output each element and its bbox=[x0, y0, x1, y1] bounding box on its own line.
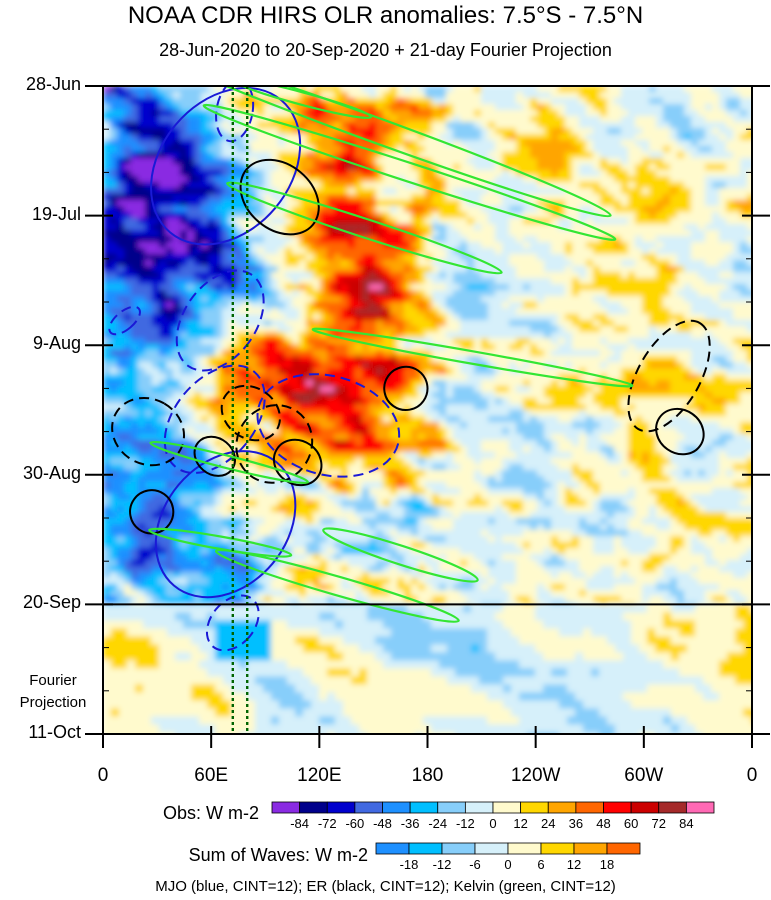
y-tick-label: 9-Aug bbox=[32, 333, 81, 354]
y-tick-label: 20-Sep bbox=[22, 592, 81, 613]
waves-colorbar-level-label: 6 bbox=[537, 857, 544, 872]
obs-colorbar-level-label: -48 bbox=[373, 816, 392, 831]
obs-colorbar-level-label: 48 bbox=[596, 816, 610, 831]
contour-kelvin-negative-22 bbox=[149, 440, 310, 485]
contour-kelvin-negative-23 bbox=[214, 548, 460, 623]
obs-colorbar-level-label: 60 bbox=[624, 816, 638, 831]
waves-colorbar-swatch bbox=[441, 842, 476, 855]
contour-er-positive-17 bbox=[627, 319, 711, 433]
obs-colorbar-level-label: 36 bbox=[569, 816, 583, 831]
x-tick-label: 0 bbox=[746, 765, 758, 786]
y-tick-label: 19-Jul bbox=[31, 203, 81, 224]
obs-colorbar-level-label: 24 bbox=[541, 816, 555, 831]
contour-kelvin-negative-21 bbox=[311, 327, 634, 388]
obs-colorbar-swatch bbox=[299, 801, 328, 814]
waves-colorbar-swatch bbox=[507, 842, 542, 855]
contour-kelvin-negative-24 bbox=[322, 527, 479, 583]
y-tick-label: 30-Aug bbox=[22, 462, 81, 483]
contour-mjo-positive-5 bbox=[256, 373, 401, 478]
waves-colorbar-level-label: -18 bbox=[400, 857, 419, 872]
obs-colorbar-label: Obs: W m-2 bbox=[162, 803, 259, 823]
contour-kelvin-negative-18 bbox=[135, 86, 612, 218]
obs-colorbar-level-label: -24 bbox=[428, 816, 447, 831]
chart-title: NOAA CDR HIRS OLR anomalies: 7.5°S - 7.5… bbox=[127, 2, 644, 29]
obs-colorbar-level-label: -84 bbox=[290, 816, 309, 831]
contour-er-positive-15 bbox=[235, 404, 314, 484]
obs-colorbar-level-label: -60 bbox=[345, 816, 364, 831]
obs-colorbar-level-label: 0 bbox=[489, 816, 496, 831]
wave-contours bbox=[108, 86, 711, 652]
contour-kelvin-negative-26 bbox=[230, 86, 373, 120]
obs-colorbar-swatch bbox=[520, 801, 549, 814]
waves-colorbar-level-label: -12 bbox=[433, 857, 452, 872]
contour-er-positive-16 bbox=[220, 384, 281, 442]
x-tick-label: 60E bbox=[194, 765, 229, 786]
obs-colorbar-swatch bbox=[603, 801, 632, 814]
x-tick-label: 60W bbox=[624, 765, 664, 786]
obs-colorbar-level-label: -72 bbox=[318, 816, 337, 831]
obs-colorbar-swatch bbox=[658, 801, 687, 814]
obs-colorbar-level-label: -12 bbox=[456, 816, 475, 831]
plot-axes bbox=[85, 85, 770, 748]
obs-colorbar-level-label: 72 bbox=[652, 816, 666, 831]
contour-er-negative-8 bbox=[239, 158, 320, 236]
waves-colorbar-swatch bbox=[573, 842, 608, 855]
waves-colorbar-label: Sum of Waves: W m-2 bbox=[188, 845, 368, 865]
contour-mjo-positive-7 bbox=[108, 305, 141, 336]
waves-colorbar-swatch bbox=[540, 842, 575, 855]
obs-colorbar-swatch bbox=[492, 801, 522, 814]
wave-legend-note: MJO (blue, CINT=12); ER (black, CINT=12)… bbox=[155, 878, 616, 895]
y-tick-label: 11-Oct bbox=[28, 722, 81, 742]
contour-mjo-positive-4 bbox=[163, 364, 266, 474]
obs-colorbar-swatch bbox=[409, 801, 439, 814]
contour-kelvin-negative-25 bbox=[148, 527, 293, 558]
obs-colorbar-swatch bbox=[685, 801, 715, 814]
obs-colorbar-swatch bbox=[354, 801, 383, 814]
reference-longitudes bbox=[231, 86, 249, 734]
contour-mjo-positive-3 bbox=[175, 269, 265, 372]
waves-colorbar-swatch bbox=[408, 842, 443, 855]
olr-anomaly-field bbox=[103, 86, 752, 734]
obs-colorbar-swatch bbox=[630, 801, 660, 814]
x-tick-label: 0 bbox=[97, 765, 109, 786]
contour-kelvin-negative-20 bbox=[226, 181, 503, 275]
contour-er-positive-14 bbox=[111, 396, 186, 467]
field-texture bbox=[103, 86, 752, 734]
contour-er-negative-9 bbox=[383, 365, 429, 412]
x-tick-label: 180 bbox=[411, 765, 444, 786]
obs-colorbar-level-label: 12 bbox=[513, 816, 527, 831]
obs-colorbar-level-label: -36 bbox=[401, 816, 420, 831]
waves-colorbar-level-label: -6 bbox=[469, 857, 481, 872]
contour-er-negative-11 bbox=[129, 489, 175, 535]
waves-colorbar-level-label: 12 bbox=[567, 857, 581, 872]
x-tick-label: 120W bbox=[510, 765, 561, 786]
obs-colorbar-swatch bbox=[547, 801, 577, 814]
x-tick-label: 120E bbox=[297, 765, 342, 786]
obs-colorbar-swatch bbox=[575, 801, 604, 814]
waves-colorbar-level-label: 18 bbox=[600, 857, 614, 872]
obs-colorbar-swatch bbox=[464, 801, 494, 814]
contour-kelvin-negative-19 bbox=[202, 103, 617, 241]
waves-colorbar-level-label: 0 bbox=[504, 857, 511, 872]
obs-colorbar-swatch bbox=[437, 801, 466, 814]
contour-er-negative-10 bbox=[655, 407, 705, 456]
obs-colorbar-swatch bbox=[326, 801, 356, 814]
contour-mjo-positive-6 bbox=[205, 594, 260, 652]
y-tick-label: 28-Jun bbox=[25, 74, 81, 94]
contour-mjo-negative-1 bbox=[154, 450, 297, 599]
obs-colorbar-swatch bbox=[382, 801, 411, 814]
obs-colorbar-swatch bbox=[271, 801, 301, 814]
fourier-projection-label: Fourier Projection bbox=[19, 672, 87, 711]
colorbars: -84 -72 -60 -48 -36 -24 -12 0 12 24 36 48 60 72 84-18-… bbox=[271, 801, 715, 872]
waves-colorbar-swatch bbox=[474, 842, 509, 855]
waves-colorbar-swatch bbox=[606, 842, 641, 855]
obs-colorbar-level-label: 84 bbox=[679, 816, 693, 831]
chart-subtitle: 28-Jun-2020 to 20-Sep-2020 + 21-day Four… bbox=[159, 40, 612, 60]
waves-colorbar-swatch bbox=[375, 842, 410, 855]
